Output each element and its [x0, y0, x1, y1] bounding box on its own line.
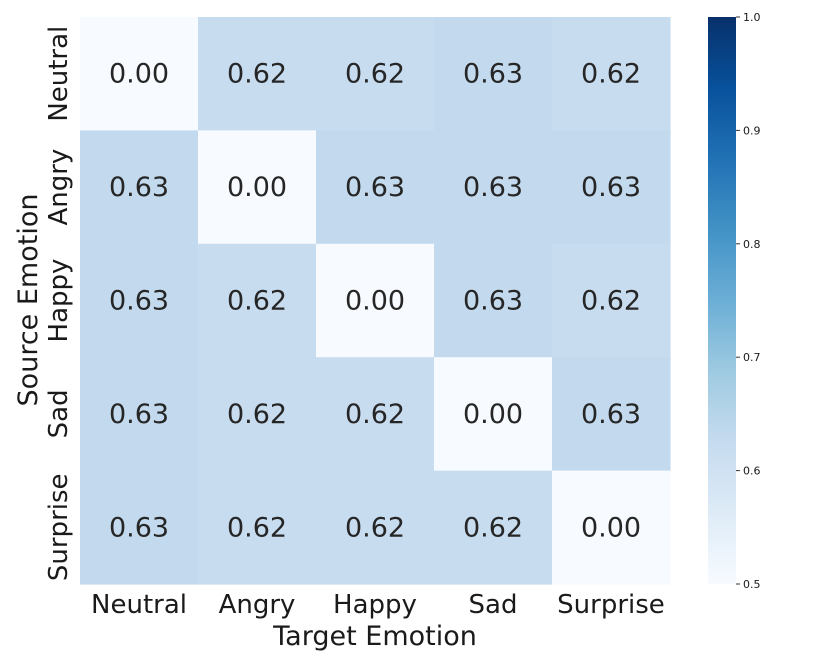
cell-value-label: 0.63 — [463, 59, 523, 90]
heatmap-cell — [434, 470, 553, 585]
cell-value-label: 0.62 — [227, 512, 287, 543]
y-tick-label: Angry — [44, 149, 74, 226]
heatmap-cell — [316, 357, 435, 472]
heatmap-cell — [316, 470, 435, 585]
y-tick-label: Neutral — [44, 26, 74, 122]
colorbar-tick-label: 1.0 — [743, 11, 761, 24]
cell-value-label: 0.62 — [581, 286, 641, 317]
x-axis-label: Target Emotion — [272, 621, 477, 652]
colorbar-gradient — [708, 17, 736, 584]
colorbar-tick-label: 0.5 — [743, 578, 761, 591]
cell-value-label: 0.63 — [463, 172, 523, 203]
x-tick-label: Surprise — [557, 590, 665, 620]
heatmap-cell — [316, 130, 435, 245]
heatmap-cell — [552, 17, 671, 131]
colorbar-tick-label: 0.9 — [743, 124, 761, 137]
heatmap-cell — [198, 17, 317, 131]
colorbar-tick-label: 0.7 — [743, 351, 761, 364]
x-tick-label: Neutral — [91, 590, 187, 620]
heatmap-cell — [552, 357, 671, 472]
x-tick-label: Angry — [219, 590, 296, 620]
heatmap-cells — [80, 17, 671, 585]
cell-value-label: 0.62 — [345, 512, 405, 543]
y-tick-label: Happy — [44, 259, 74, 343]
heatmap-cell — [316, 243, 435, 358]
cell-value-label: 0.63 — [581, 172, 641, 203]
cell-value-label: 0.63 — [463, 286, 523, 317]
heatmap-cell — [198, 357, 317, 472]
colorbar: 0.5 0.6 0.7 0.8 0.9 1.0 — [708, 11, 761, 591]
cell-value-label: 0.63 — [345, 172, 405, 203]
heatmap-cell — [198, 130, 317, 245]
colorbar-tick-labels: 0.5 0.6 0.7 0.8 0.9 1.0 — [736, 11, 761, 591]
heatmap-cell — [80, 243, 199, 358]
heatmap-cell — [434, 357, 553, 472]
x-tick-label: Sad — [469, 590, 518, 620]
cell-value-label: 0.62 — [345, 59, 405, 90]
x-tick-label: Happy — [333, 590, 417, 620]
cell-value-label: 0.00 — [581, 512, 641, 543]
heatmap-cell — [552, 130, 671, 245]
cell-value-label: 0.62 — [345, 399, 405, 430]
heatmap-cell — [434, 17, 553, 131]
cell-value-label: 0.62 — [227, 286, 287, 317]
cell-value-label: 0.63 — [109, 399, 169, 430]
cell-value-label: 0.63 — [109, 172, 169, 203]
heatmap-cell — [316, 17, 435, 131]
heatmap-cell — [80, 130, 199, 245]
y-axis-tick-labels: Neutral Angry Happy Sad Surprise — [44, 26, 74, 581]
cell-value-label: 0.00 — [345, 286, 405, 317]
cell-value-label: 0.00 — [463, 399, 523, 430]
cell-value-label: 0.00 — [109, 59, 169, 90]
y-tick-label: Surprise — [44, 473, 74, 581]
cell-value-label: 0.63 — [581, 399, 641, 430]
colorbar-tick-label: 0.6 — [743, 465, 761, 478]
heatmap-cell — [198, 243, 317, 358]
cell-value-label: 0.62 — [463, 512, 523, 543]
heatmap-cell — [80, 357, 199, 472]
cell-value-label: 0.00 — [227, 172, 287, 203]
heatmap-cell-labels: 0.00 0.62 0.62 0.63 0.62 0.63 0.00 0.63 0.63 0.63… — [109, 59, 641, 544]
cell-value-label: 0.62 — [581, 59, 641, 90]
heatmap-cell — [198, 470, 317, 585]
cell-value-label: 0.63 — [109, 512, 169, 543]
y-axis-label: Source Emotion — [13, 194, 44, 407]
heatmap-cell — [434, 243, 553, 358]
cell-value-label: 0.62 — [227, 59, 287, 90]
cell-value-label: 0.63 — [109, 286, 169, 317]
x-axis-tick-labels: Neutral Angry Happy Sad Surprise — [91, 590, 665, 620]
heatmap-cell — [552, 243, 671, 358]
heatmap-cell — [80, 470, 199, 585]
heatmap-cell — [552, 470, 671, 585]
colorbar-tick-label: 0.8 — [743, 238, 761, 251]
cell-value-label: 0.62 — [227, 399, 287, 430]
y-tick-label: Sad — [44, 389, 74, 438]
heatmap-cell — [434, 130, 553, 245]
heatmap-cell — [80, 17, 199, 131]
